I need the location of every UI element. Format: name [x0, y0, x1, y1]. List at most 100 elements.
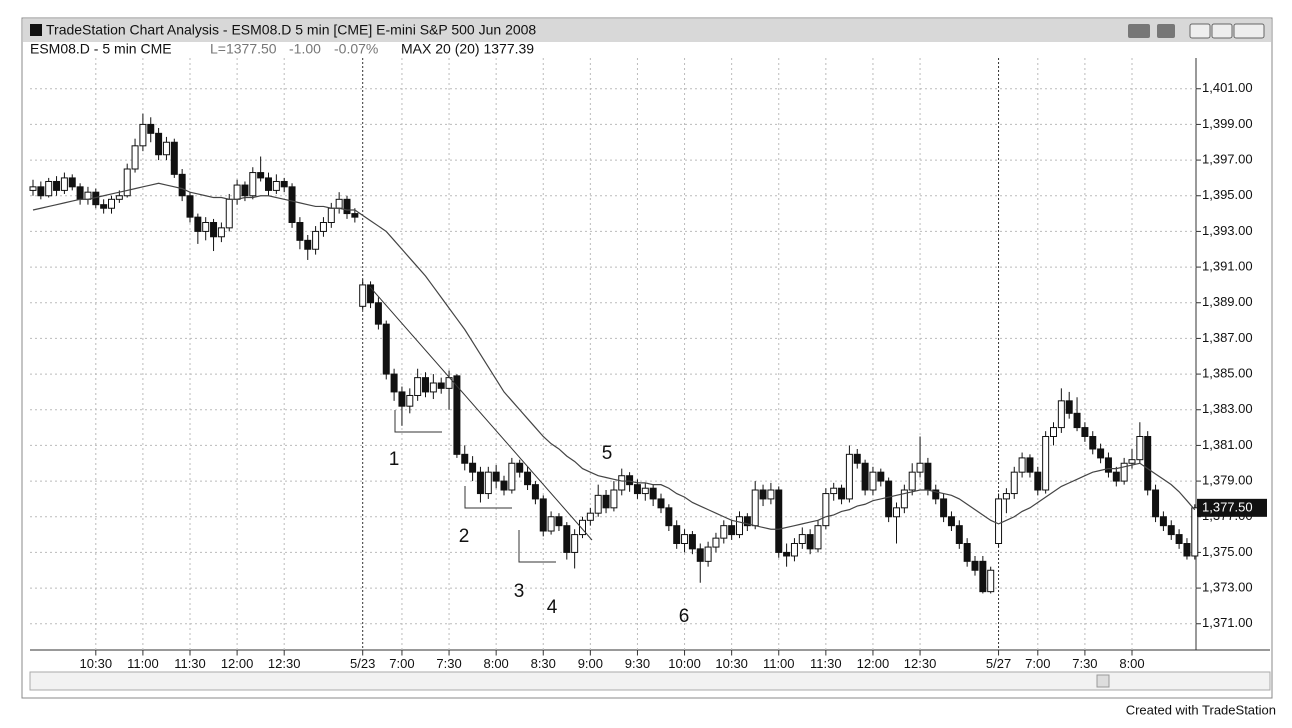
- app-icon: [30, 24, 42, 36]
- x-tick-label: 5/23: [350, 656, 375, 671]
- indicator-label: MAX 20 (20) 1377.39: [401, 41, 534, 57]
- candle-body: [1175, 534, 1183, 544]
- candle-body: [382, 323, 390, 375]
- moving-average: [32, 182, 1196, 530]
- candle-body: [186, 195, 194, 218]
- candle-body: [618, 475, 626, 491]
- candle-body: [398, 391, 406, 407]
- x-tick-label: 8:00: [1119, 656, 1144, 671]
- candle-body: [610, 489, 618, 509]
- drawn-annotations: [369, 286, 593, 563]
- candle-body: [900, 489, 908, 509]
- candle-body: [1120, 462, 1128, 482]
- candle-body: [814, 525, 822, 550]
- candle-body: [869, 471, 877, 491]
- candle-body: [265, 177, 272, 191]
- candle-body: [1057, 400, 1065, 429]
- candle-body: [492, 471, 500, 482]
- scroll-thumb[interactable]: [1096, 674, 1110, 688]
- plot-area: 1,371.001,373.001,375.001,377.001,379.00…: [29, 58, 1267, 671]
- candle-body: [257, 172, 265, 179]
- close-button[interactable]: [1233, 23, 1265, 39]
- x-tick-label: 12:00: [857, 656, 890, 671]
- maximize-button[interactable]: [1211, 23, 1233, 39]
- candle-body: [1136, 436, 1144, 461]
- candle-body: [359, 284, 367, 307]
- footer: Created with TradeStation: [1126, 702, 1276, 717]
- candle-body: [374, 302, 382, 325]
- candle-body: [312, 230, 320, 250]
- candle-body: [830, 487, 838, 495]
- y-tick-label: 1,373.00: [1202, 580, 1253, 595]
- candle-body: [217, 227, 225, 238]
- control-button[interactable]: [1157, 24, 1175, 38]
- candle-body: [720, 525, 728, 539]
- minimize-button[interactable]: [1189, 23, 1211, 39]
- candle-body: [1112, 471, 1120, 482]
- candle-body: [775, 489, 783, 553]
- candle-body: [696, 548, 704, 562]
- candle-body: [885, 480, 893, 518]
- candle-body: [327, 207, 335, 224]
- x-tick-label: 8:00: [483, 656, 508, 671]
- candle-body: [516, 462, 524, 473]
- window-title: TradeStation Chart Analysis - ESM08.D 5 …: [46, 22, 536, 38]
- candle-body: [955, 525, 963, 545]
- candle-body: [406, 394, 414, 407]
- candle-body: [932, 489, 940, 500]
- candle-body: [453, 375, 461, 455]
- candle-body: [524, 471, 532, 486]
- candle-body: [76, 186, 84, 200]
- last-label: L=1377.50: [210, 41, 277, 57]
- candle-body: [1034, 471, 1042, 491]
- candle-body: [108, 198, 115, 209]
- x-tick-label: 12:00: [221, 656, 254, 671]
- candle-body: [194, 216, 202, 232]
- candle-body: [37, 186, 45, 197]
- last-price-box: [1197, 498, 1267, 517]
- scrollbar[interactable]: [29, 671, 1271, 691]
- candle-body: [461, 453, 469, 464]
- window-controls: [1128, 23, 1265, 39]
- candle-body: [657, 498, 665, 509]
- candle-body: [288, 186, 296, 223]
- candle-body: [586, 512, 594, 521]
- change-pct-label: -0.07%: [334, 41, 378, 57]
- y-tick-label: 1,371.00: [1202, 615, 1253, 630]
- x-tick-label: 5/27: [986, 656, 1011, 671]
- candle-body: [971, 560, 979, 571]
- x-tick-label: 11:30: [810, 656, 842, 671]
- candle-body: [626, 475, 634, 486]
- candle-body: [429, 382, 437, 393]
- candle-body: [233, 184, 241, 200]
- change-label: -1.00: [289, 41, 321, 57]
- candle-body: [712, 537, 720, 548]
- x-tick-label: 12:30: [904, 656, 937, 671]
- candle-body: [178, 173, 186, 197]
- candle-body: [115, 195, 123, 200]
- candle-body: [845, 453, 853, 500]
- candle-body: [743, 516, 751, 527]
- annotation: 6: [679, 606, 690, 627]
- candle-body: [531, 484, 539, 500]
- candle-body: [783, 551, 791, 557]
- x-tick-label: 7:00: [1025, 656, 1050, 671]
- candle-body: [1104, 457, 1112, 473]
- candle-body: [665, 507, 673, 527]
- candle-body: [751, 489, 759, 527]
- candle-body: [335, 198, 343, 209]
- candle-body: [594, 494, 602, 514]
- candle-body: [225, 198, 233, 229]
- candle-body: [272, 180, 280, 191]
- candle-body: [633, 484, 641, 495]
- candle-body: [1089, 436, 1097, 450]
- x-tick-label: 9:30: [625, 656, 650, 671]
- candle-body: [1191, 507, 1199, 557]
- title-bar: [23, 19, 1271, 42]
- control-button[interactable]: [1128, 24, 1150, 38]
- candle-body: [123, 168, 131, 197]
- y-tick-label: 1,383.00: [1202, 401, 1253, 416]
- y-tick-label: 1,379.00: [1202, 473, 1253, 488]
- candle-body: [390, 373, 398, 393]
